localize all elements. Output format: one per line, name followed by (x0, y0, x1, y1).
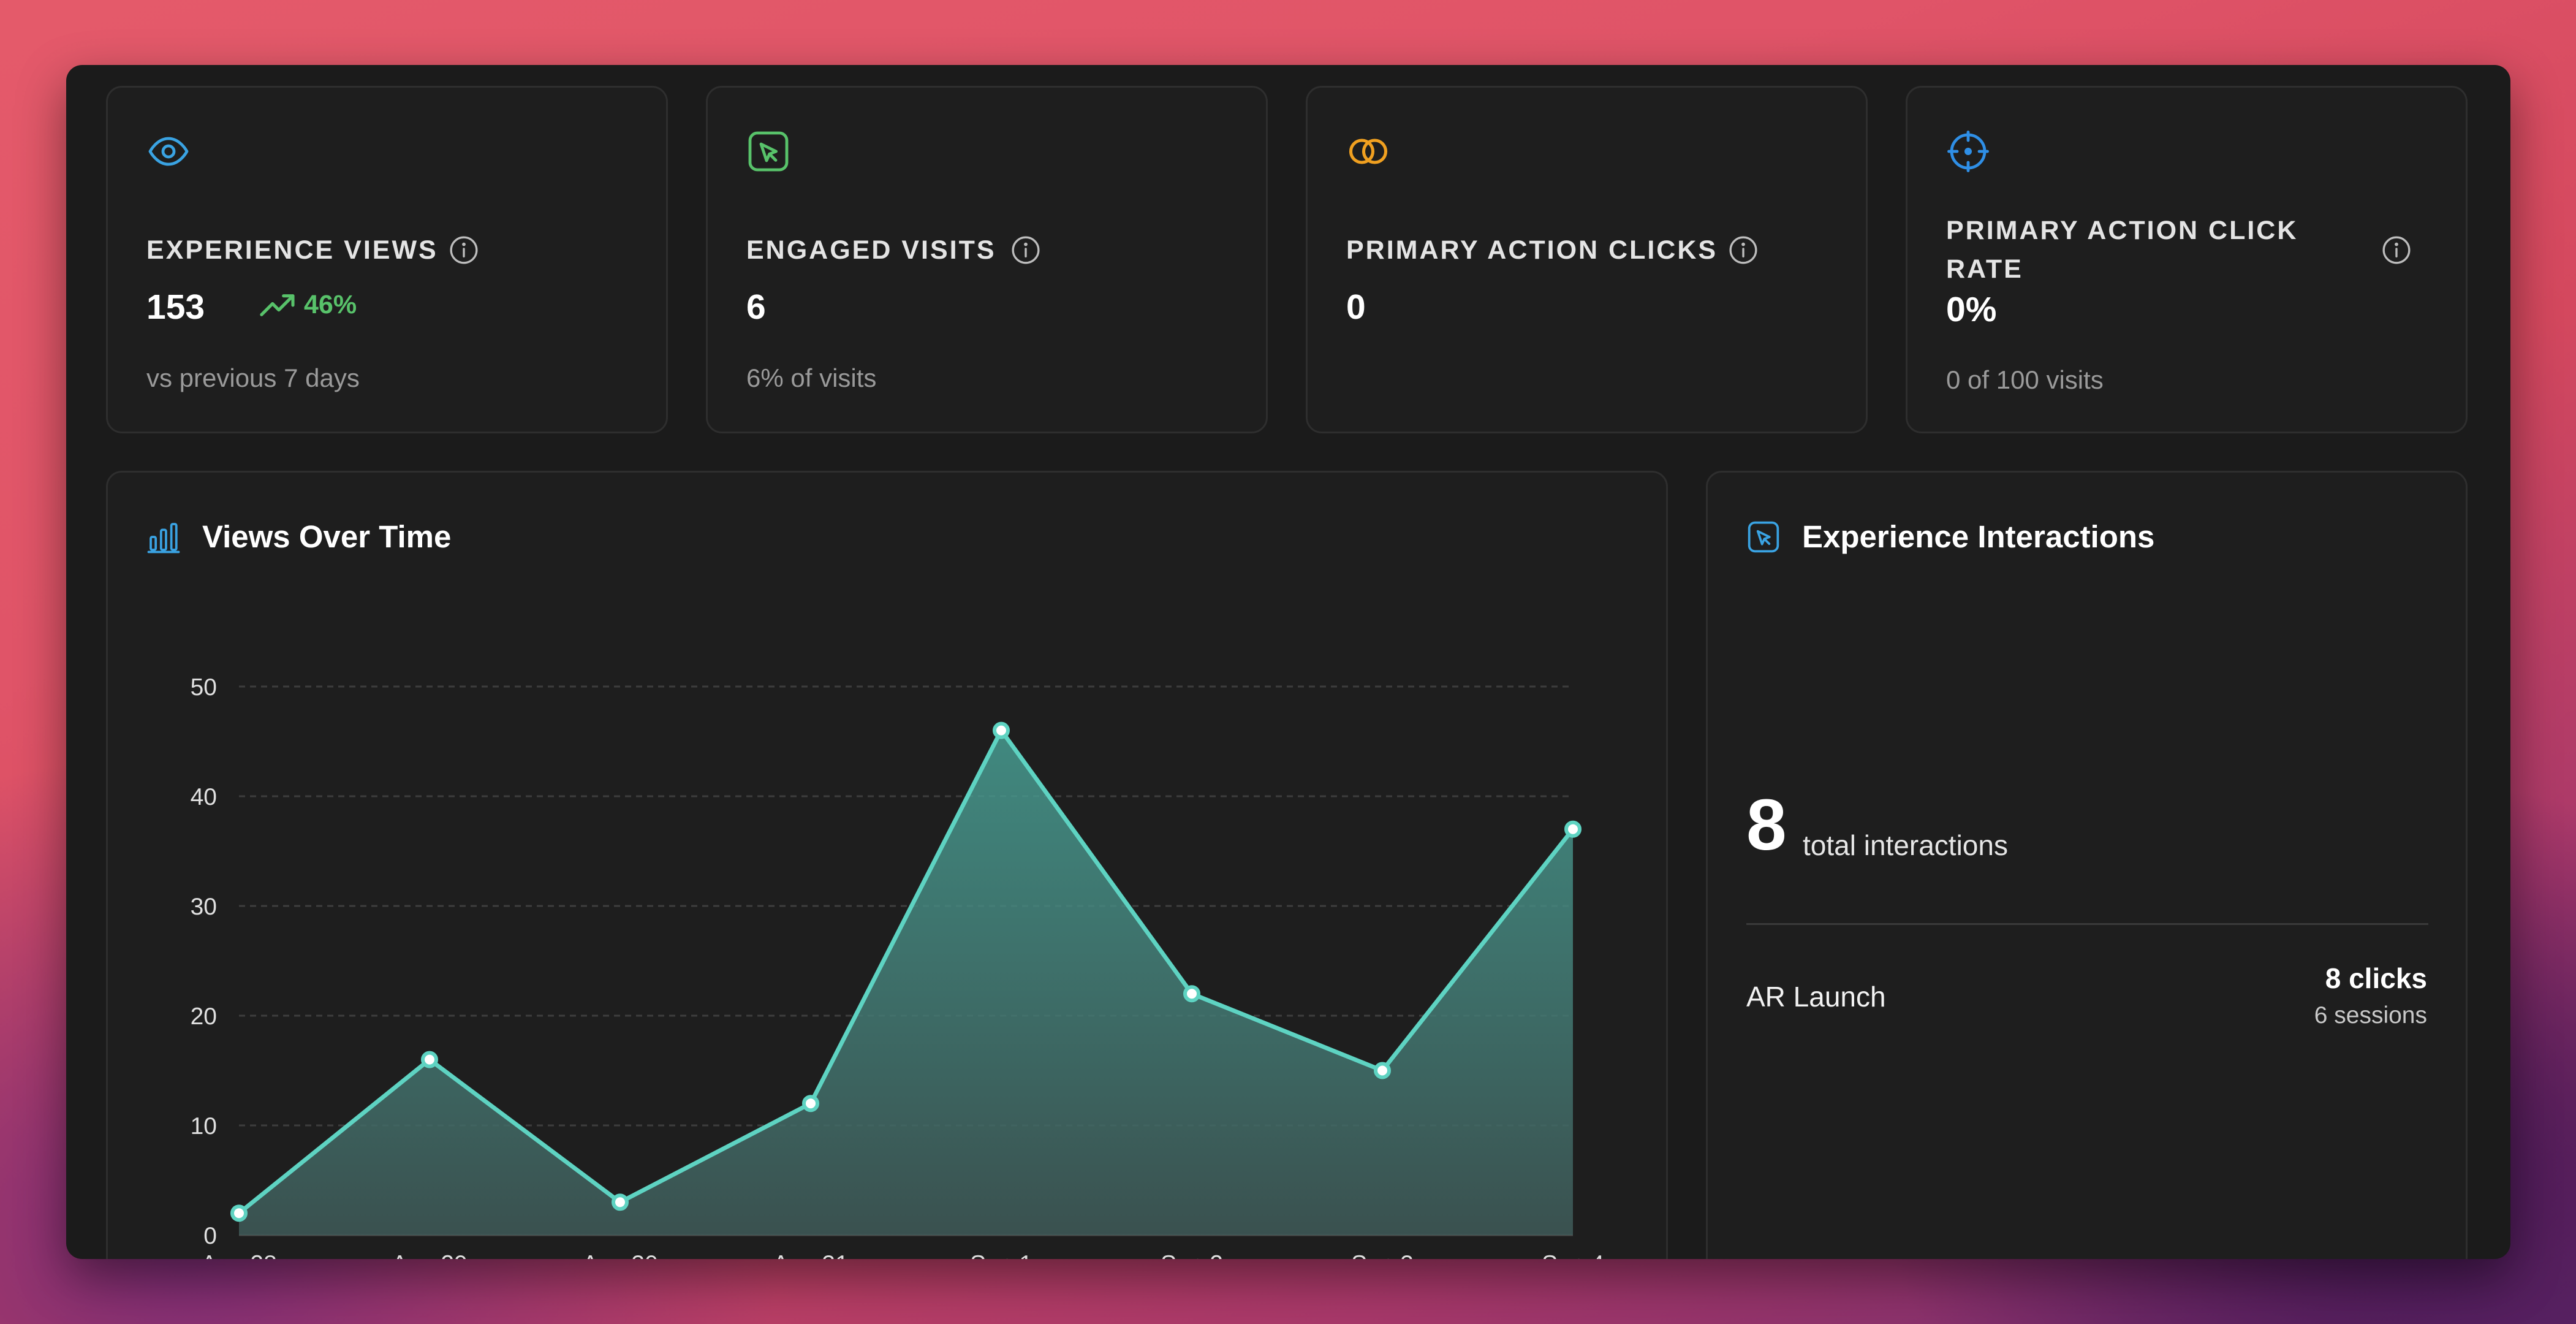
panel-title: Views Over Time (202, 519, 452, 554)
stat-subtext: 0 of 100 visits (1946, 365, 2104, 394)
link-rings-icon (1349, 139, 1388, 164)
stat-label-line-2: RATE (1946, 254, 2023, 284)
divider (1746, 923, 2428, 925)
stat-label: PRIMARY ACTION CLICKS (1346, 235, 1718, 265)
stat-subtext: vs previous 7 days (146, 363, 360, 392)
stat-card-primary-action-click-rate: PRIMARY ACTION CLICK RATE 0% 0 of 100 vi… (1906, 86, 2468, 433)
cursor-box-icon (1748, 521, 1779, 553)
experience-interactions-panel: Experience Interactions 8 total interact… (1706, 471, 2468, 1259)
x-tick-label: Sep 2 (1161, 1251, 1223, 1259)
stat-label: EXPERIENCE VIEWS (146, 235, 438, 265)
info-icon[interactable] (2381, 235, 2412, 265)
area-fill (239, 730, 1573, 1235)
views-chart: 0 10 20 30 40 50 Aug 28 Aug 29 Aug 30 Aug 31 Sep 1… (191, 674, 1604, 1259)
stat-value: 0% (1946, 290, 1997, 329)
interaction-clicks: 8 clicks (2325, 962, 2427, 994)
stat-card-engaged-visits: ENGAGED VISITS 6 6% of visits (706, 86, 1268, 433)
stat-value: 0 (1346, 287, 1366, 327)
bar-chart-icon (147, 523, 180, 554)
series-line (237, 728, 1575, 1215)
y-tick-label: 20 (191, 1003, 217, 1030)
data-point[interactable] (612, 1193, 629, 1211)
data-point[interactable] (1374, 1062, 1391, 1079)
trend-percent: 46% (304, 290, 357, 319)
trend-indicator: 46% (260, 290, 357, 320)
x-tick-label: Aug 30 (582, 1251, 658, 1259)
x-tick-label: Sep 3 (1351, 1251, 1414, 1259)
y-tick-label: 40 (191, 784, 217, 810)
x-tick-label: Aug 31 (773, 1251, 849, 1259)
y-tick-label: 50 (191, 674, 217, 701)
total-interactions-label: total interactions (1803, 829, 2008, 861)
stat-value: 153 (146, 287, 205, 327)
cursor-click-icon (748, 131, 789, 172)
eye-icon (148, 137, 189, 166)
crosshair-icon (1947, 131, 1989, 172)
stat-value: 6 (746, 287, 766, 327)
data-point[interactable] (1183, 985, 1200, 1003)
panel-title: Experience Interactions (1802, 519, 2155, 554)
info-icon[interactable] (449, 235, 479, 265)
y-tick-label: 10 (191, 1113, 217, 1139)
data-point[interactable] (993, 721, 1010, 739)
stat-card-primary-action-clicks: PRIMARY ACTION CLICKS 0 (1306, 86, 1868, 433)
stat-label: ENGAGED VISITS (746, 235, 996, 265)
x-tick-label: Sep 4 (1542, 1251, 1604, 1259)
info-icon[interactable] (1728, 235, 1759, 265)
stat-label-line-1: PRIMARY ACTION CLICK (1946, 216, 2298, 245)
interaction-name: AR Launch (1746, 981, 1886, 1013)
data-point[interactable] (421, 1051, 438, 1068)
x-tick-label: Sep 1 (970, 1251, 1032, 1259)
analytics-window: EXPERIENCE VIEWS 153 46% vs previous 7 d… (66, 65, 2510, 1259)
data-point[interactable] (1564, 820, 1582, 838)
y-tick-label: 0 (203, 1223, 217, 1249)
total-interactions-count: 8 (1746, 785, 1787, 866)
info-icon[interactable] (1010, 235, 1041, 265)
data-point[interactable] (230, 1204, 248, 1222)
y-tick-label: 30 (191, 894, 217, 920)
stat-card-experience-views: EXPERIENCE VIEWS 153 46% vs previous 7 d… (106, 86, 668, 433)
stat-subtext: 6% of visits (746, 363, 877, 392)
data-point[interactable] (802, 1095, 819, 1113)
x-tick-label: Aug 28 (201, 1251, 277, 1259)
trending-up-icon (260, 294, 295, 316)
interaction-sessions: 6 sessions (2314, 1002, 2427, 1029)
x-tick-label: Aug 29 (392, 1251, 468, 1259)
views-over-time-panel: Views Over Time 0 10 20 30 40 50 Aug 28 Aug 29 A… (106, 471, 1668, 1259)
